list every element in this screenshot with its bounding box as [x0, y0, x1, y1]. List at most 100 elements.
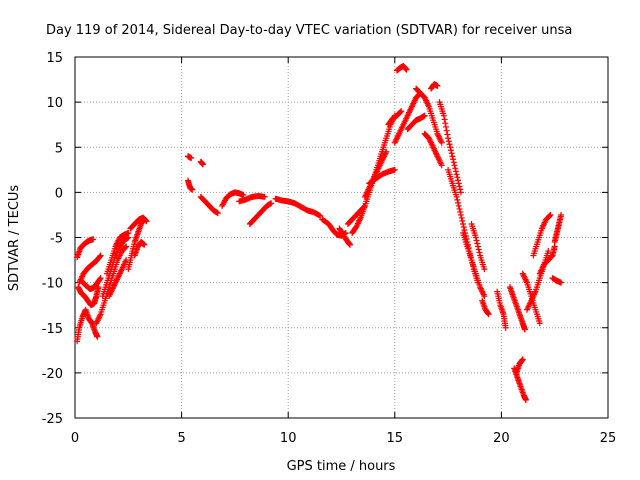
data-point [440, 112, 447, 119]
data-point [455, 199, 462, 206]
data-point [457, 186, 464, 193]
data-point [545, 248, 552, 255]
data-point [454, 196, 461, 203]
x-axis-label: GPS time / hours [287, 459, 396, 474]
y-axis-label: SDTVAR / TECUs [7, 185, 22, 292]
data-point [90, 236, 97, 243]
data-point [546, 212, 553, 219]
data-point [453, 193, 460, 200]
data-point [558, 211, 565, 218]
x-tick-label: 15 [387, 431, 404, 446]
y-tick-label: 15 [46, 51, 63, 66]
data-point [455, 180, 462, 187]
data-point [347, 241, 354, 248]
data-point [450, 159, 457, 166]
data-point [240, 192, 247, 199]
data-point [97, 275, 104, 282]
data-points [74, 63, 565, 403]
data-point [445, 135, 452, 142]
data-point [454, 174, 461, 181]
data-point [456, 205, 463, 212]
data-point [441, 116, 448, 123]
data-point [143, 218, 150, 225]
data-point [474, 243, 481, 250]
data-point [455, 202, 462, 209]
data-point [442, 120, 449, 127]
data-point [268, 200, 275, 207]
data-point [521, 326, 528, 333]
y-tick-label: -25 [42, 412, 63, 427]
data-point [485, 311, 492, 318]
data-point [199, 161, 206, 168]
data-point [261, 193, 268, 200]
data-point [421, 112, 428, 119]
data-point [449, 153, 456, 160]
x-tick-label: 0 [71, 431, 79, 446]
data-point [188, 155, 195, 162]
y-tick-label: -5 [50, 232, 63, 247]
axis-ticks: 0 5 10 15 20 25 -25 -20 -15 -10 -5 0 5 10 15 [42, 51, 617, 446]
x-tick-label: 20 [493, 431, 510, 446]
chart-title: Day 119 of 2014, Sidereal Day-to-day VTE… [46, 23, 572, 38]
data-point [460, 223, 467, 230]
data-point [214, 210, 221, 217]
data-point [96, 253, 103, 260]
data-point [455, 177, 462, 184]
data-point [481, 293, 488, 300]
data-point [438, 162, 445, 169]
data-point [452, 165, 459, 172]
x-tick-label: 25 [600, 431, 617, 446]
data-point [123, 243, 130, 250]
data-point [447, 147, 454, 154]
data-point [456, 183, 463, 190]
data-point [481, 266, 488, 273]
data-point [434, 82, 441, 89]
data-point [472, 234, 479, 241]
y-tick-label: -10 [42, 277, 63, 292]
data-point [461, 226, 468, 233]
data-point [475, 246, 482, 253]
data-point [457, 211, 464, 218]
data-point [442, 123, 449, 130]
data-point [391, 166, 398, 173]
data-point [459, 217, 466, 224]
data-point [447, 144, 454, 151]
y-tick-label: -20 [42, 367, 63, 382]
data-point [522, 396, 529, 403]
data-point [519, 356, 526, 363]
data-point [125, 229, 132, 236]
data-point [458, 214, 465, 221]
data-point [397, 108, 404, 115]
data-point [536, 320, 543, 327]
data-point [122, 244, 129, 251]
data-point [317, 212, 324, 219]
y-tick-label: -15 [42, 322, 63, 337]
y-tick-label: 10 [46, 96, 63, 111]
data-point [474, 240, 481, 247]
data-point [457, 189, 464, 196]
data-point [451, 162, 458, 169]
data-point [558, 279, 565, 286]
data-point [457, 208, 464, 215]
x-tick-label: 10 [280, 431, 297, 446]
data-point [403, 66, 410, 73]
data-point [443, 127, 450, 134]
data-point [189, 186, 196, 193]
data-point [448, 150, 455, 157]
data-point [96, 276, 103, 283]
data-point [502, 324, 509, 331]
x-tick-label: 5 [177, 431, 185, 446]
data-point [445, 138, 452, 145]
y-tick-label: 0 [55, 186, 63, 201]
data-point [316, 212, 323, 219]
y-tick-label: 5 [55, 141, 63, 156]
data-point [452, 168, 459, 175]
data-point [444, 131, 451, 138]
data-point [97, 252, 104, 259]
data-point [141, 241, 148, 248]
data-point [473, 237, 480, 244]
data-point [476, 249, 483, 256]
data-point [383, 148, 390, 155]
data-point [94, 333, 101, 340]
